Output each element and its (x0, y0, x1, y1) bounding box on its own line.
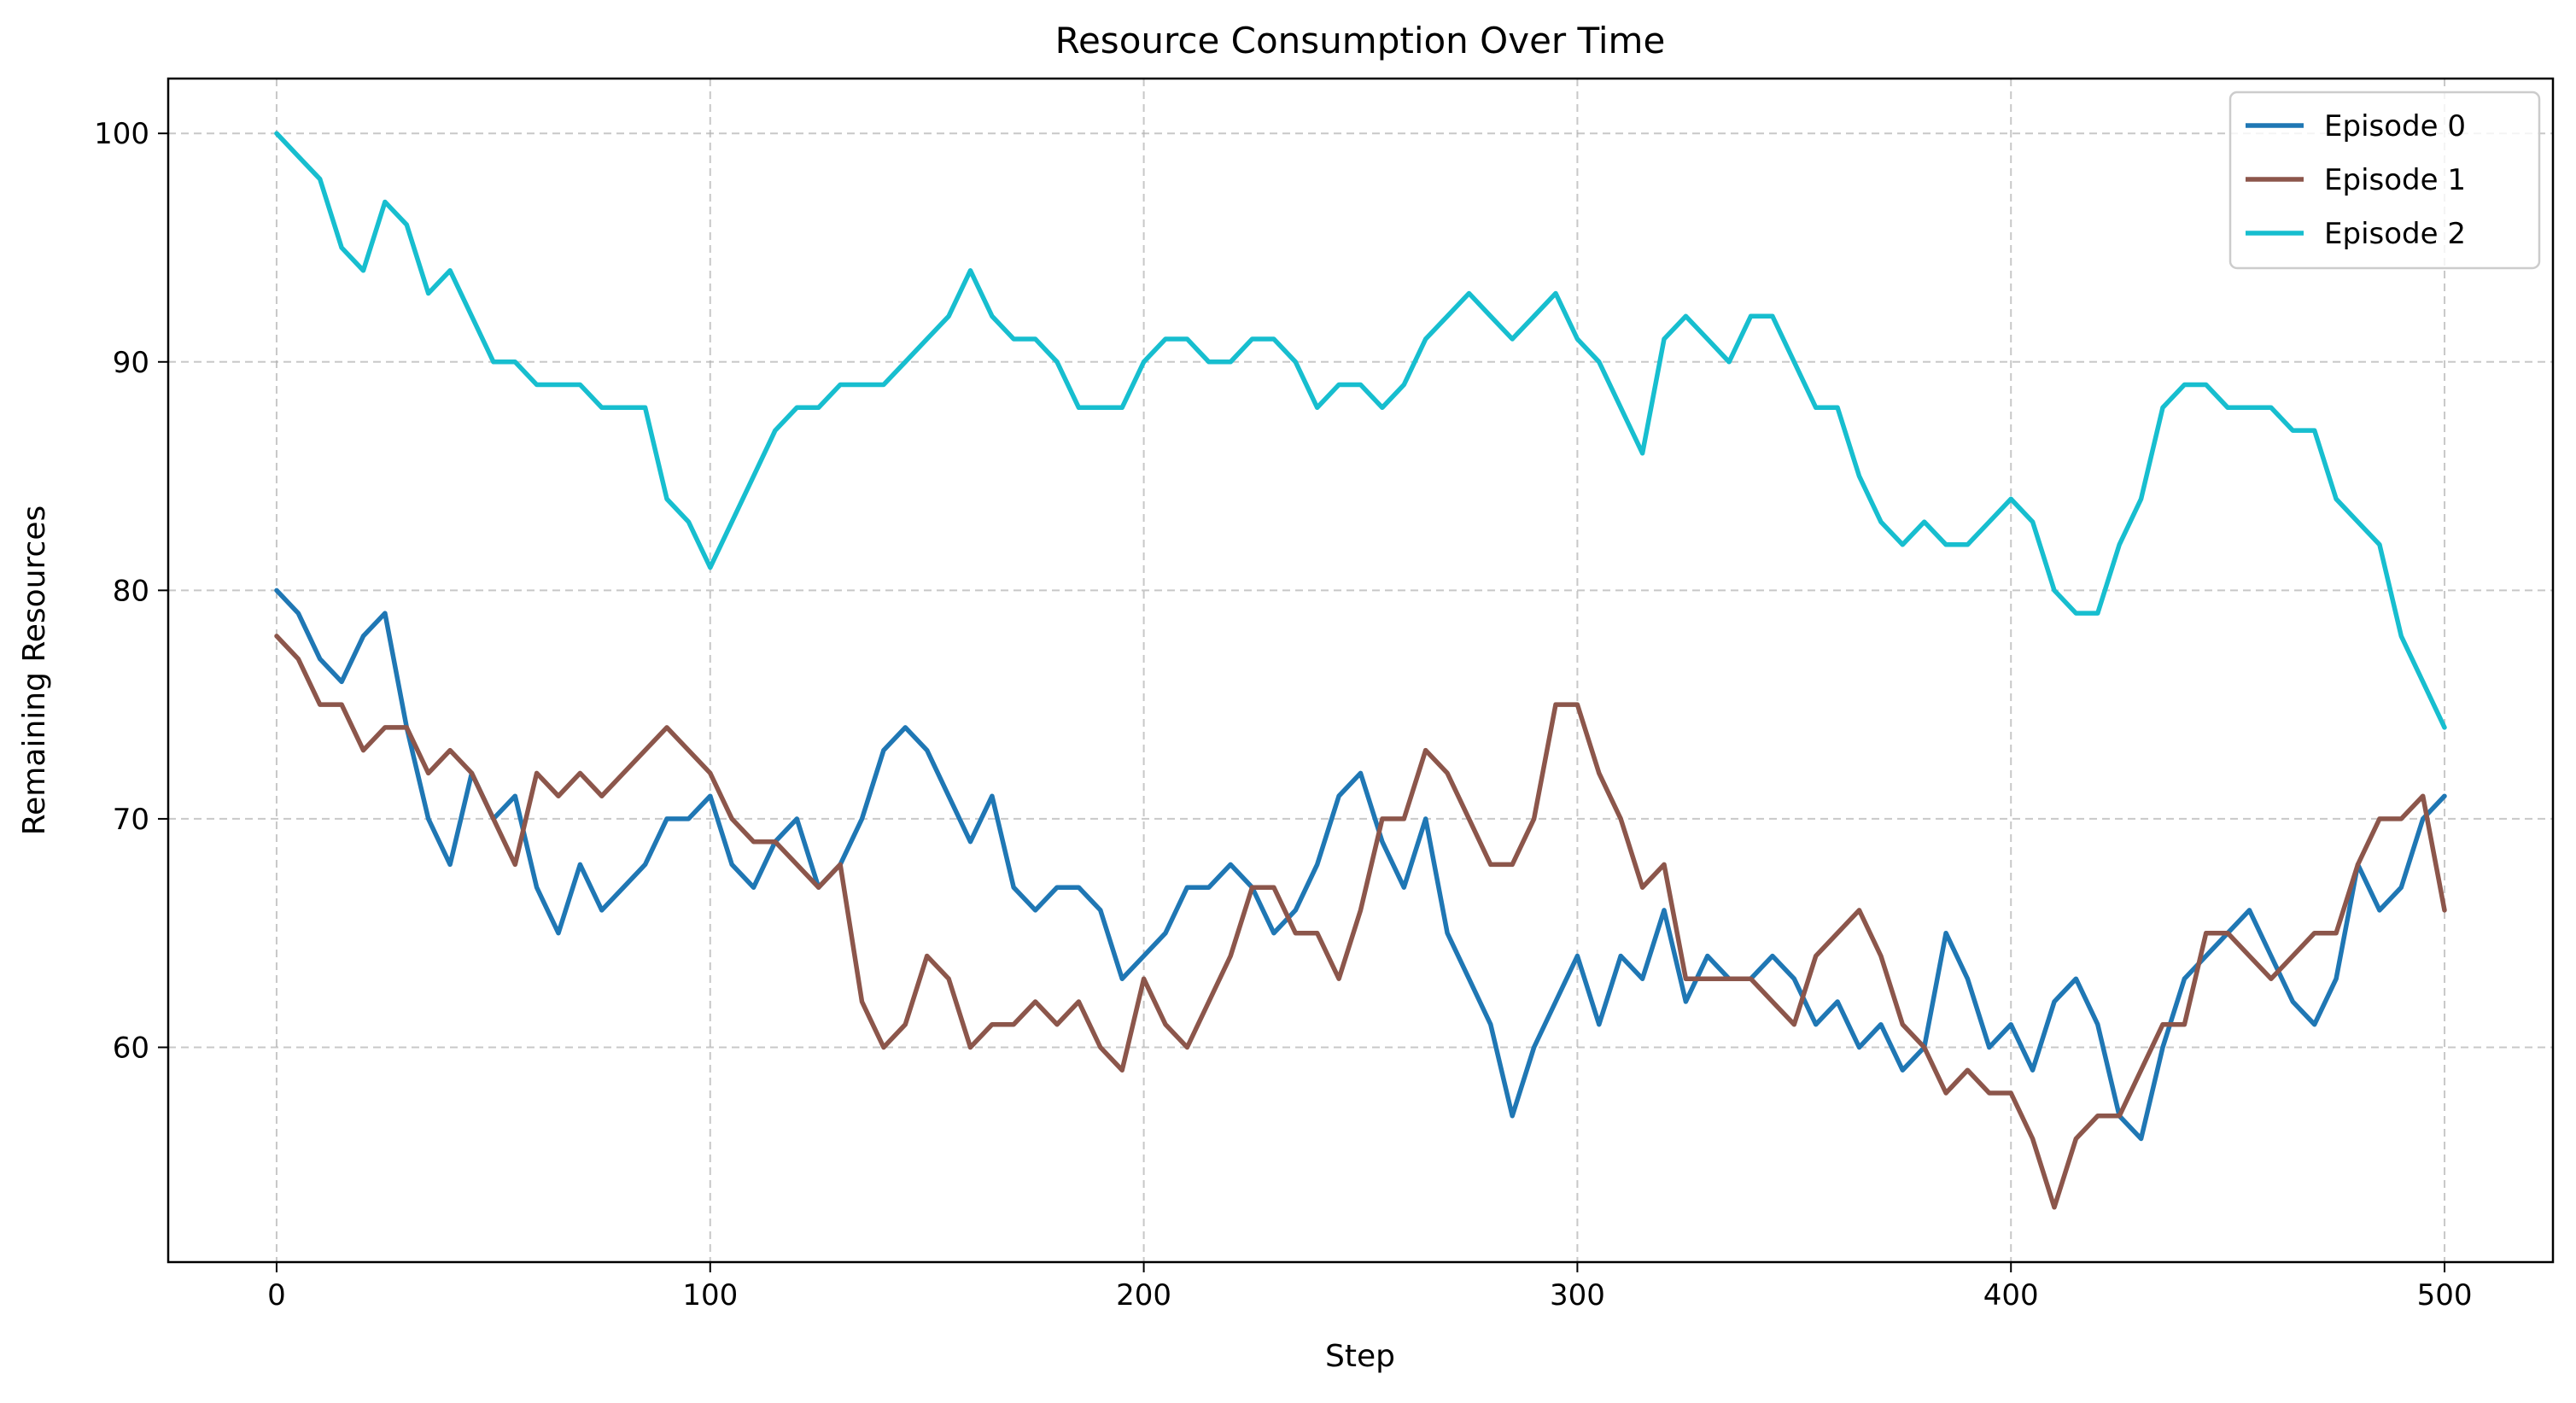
chart-title: Resource Consumption Over Time (1055, 20, 1666, 61)
legend-label-0: Episode 0 (2324, 109, 2466, 143)
y-axis-label: Remaining Resources (17, 506, 52, 835)
x-tick-label: 100 (682, 1278, 738, 1312)
y-tick-label: 70 (113, 803, 149, 837)
x-axis-label: Step (1325, 1339, 1395, 1374)
legend-box (2228, 91, 2541, 270)
y-tick-label: 90 (113, 346, 149, 380)
x-tick-label: 400 (1983, 1278, 2039, 1312)
series-line-episode-1 (274, 634, 2447, 1210)
grid-lines (168, 79, 2553, 1262)
legend-label-2: Episode 2 (2324, 217, 2466, 251)
y-tick-label: 60 (113, 1031, 149, 1065)
series-line-episode-0 (274, 588, 2447, 1142)
series-lines (274, 131, 2447, 1210)
axis-ticks: 0 100 200 300 400 500 60 70 80 90 100 (94, 117, 2472, 1312)
x-tick-label: 500 (2417, 1278, 2473, 1312)
x-tick-label: 0 (267, 1278, 286, 1312)
legend: Episode 0 Episode 1 Episode 2 (2228, 91, 2541, 270)
legend-label-1: Episode 1 (2324, 163, 2466, 197)
y-tick-label: 80 (113, 574, 149, 608)
x-tick-label: 300 (1550, 1278, 1605, 1312)
x-tick-label: 200 (1116, 1278, 1171, 1312)
plot-frame (166, 77, 2555, 1264)
series-line-episode-2 (274, 131, 2447, 730)
y-tick-label: 100 (94, 117, 149, 151)
